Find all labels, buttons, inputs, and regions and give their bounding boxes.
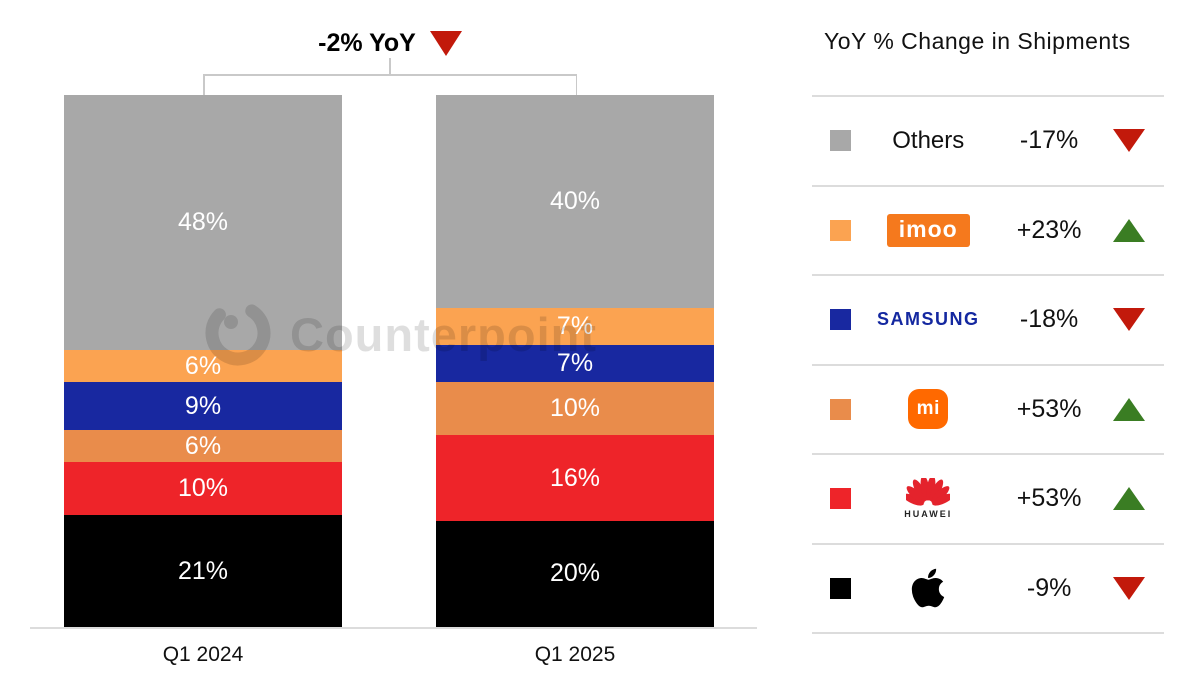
xiaomi-swatch <box>830 398 851 420</box>
huawei-trend-up-icon <box>1113 487 1146 511</box>
bar-segment-apple: 21% <box>64 515 342 627</box>
imoo-trend-up-icon <box>1113 218 1146 242</box>
legend-row-imoo: imoo +23% <box>812 184 1164 275</box>
x-tick-q1-2025: Q1 2025 <box>534 643 616 666</box>
bar-segment-imoo: 6% <box>64 350 342 383</box>
bar-segment-xiaomi: 10% <box>436 382 714 436</box>
segment-value-label: 20% <box>549 559 601 588</box>
others-label: Others <box>892 126 965 154</box>
others-trend-down-icon <box>1113 129 1146 153</box>
segment-value-label: 6% <box>184 351 222 380</box>
imoo-swatch <box>830 219 851 241</box>
imoo-logo: imoo <box>886 213 970 247</box>
segment-value-label: 16% <box>549 463 601 492</box>
legend-row-samsung: SAMSUNG -18% <box>812 274 1164 364</box>
bar-segment-apple: 20% <box>436 520 714 627</box>
segment-value-label: 48% <box>177 208 229 237</box>
bar-segment-imoo: 7% <box>436 307 714 346</box>
segment-value-label: 9% <box>184 391 222 420</box>
x-tick-q1-2024: Q1 2024 <box>162 643 244 666</box>
stacked-bar: 40% 7% 7% 10% 16% 20% <box>436 95 714 627</box>
segment-value-label: 10% <box>177 474 229 503</box>
bar-segment-samsung: 9% <box>64 382 342 431</box>
bar-segment-others: 48% <box>64 95 342 351</box>
huawei-swatch <box>830 488 851 510</box>
segment-value-label: 7% <box>556 311 594 340</box>
apple-logo-icon <box>912 569 945 608</box>
legend-header: YoY % Change in Shipments <box>824 28 1131 54</box>
apple-trend-down-icon <box>1113 576 1146 600</box>
bar-segment-huawei: 16% <box>436 435 714 521</box>
x-axis-line <box>30 627 757 629</box>
bracket-horizontal <box>203 74 577 76</box>
legend-row-xiaomi: mi +53% <box>812 363 1164 454</box>
samsung-trend-down-icon <box>1113 308 1146 332</box>
chart-title: -2% YoY <box>250 26 530 60</box>
xiaomi-change-value: +53% <box>1016 394 1082 423</box>
segment-value-label: 7% <box>556 349 594 378</box>
segment-value-label: 6% <box>184 431 222 460</box>
samsung-swatch <box>830 309 851 331</box>
legend-row-apple: -9% <box>812 542 1164 634</box>
bracket-right-drop <box>575 74 577 96</box>
apple-change-value: -9% <box>1026 573 1072 602</box>
xiaomi-mi-logo: mi <box>908 389 949 430</box>
huawei-logo-icon <box>906 478 951 506</box>
imoo-change-value: +23% <box>1016 215 1082 244</box>
segment-value-label: 40% <box>549 186 601 215</box>
others-change-value: -17% <box>1019 126 1079 155</box>
others-swatch <box>830 130 851 152</box>
samsung-logo: SAMSUNG <box>877 309 980 330</box>
yoy-total-change-label: -2% YoY <box>318 28 416 57</box>
legend: Others -17% imoo +23% SAMSUNG -18% mi +5… <box>812 95 1164 634</box>
xiaomi-trend-up-icon <box>1113 397 1146 421</box>
bracket-left-drop <box>203 74 205 96</box>
bar-segment-xiaomi: 6% <box>64 430 342 463</box>
huawei-change-value: +53% <box>1016 484 1082 513</box>
samsung-change-value: -18% <box>1019 305 1079 334</box>
segment-value-label: 21% <box>177 556 229 585</box>
segment-value-label: 10% <box>549 394 601 423</box>
bar-segment-others: 40% <box>436 95 714 308</box>
apple-swatch <box>830 577 851 599</box>
bar-segment-huawei: 10% <box>64 462 342 516</box>
legend-row-huawei: HUAWEI +53% <box>812 453 1164 543</box>
stacked-bar: 48% 6% 9% 6% 10% 21% <box>64 95 342 627</box>
legend-row-others: Others -17% <box>812 95 1164 185</box>
title-trend-down-icon <box>429 30 462 56</box>
bar-segment-samsung: 7% <box>436 345 714 383</box>
huawei-logo-caption: HUAWEI <box>904 509 953 520</box>
bracket-stem <box>389 58 391 74</box>
